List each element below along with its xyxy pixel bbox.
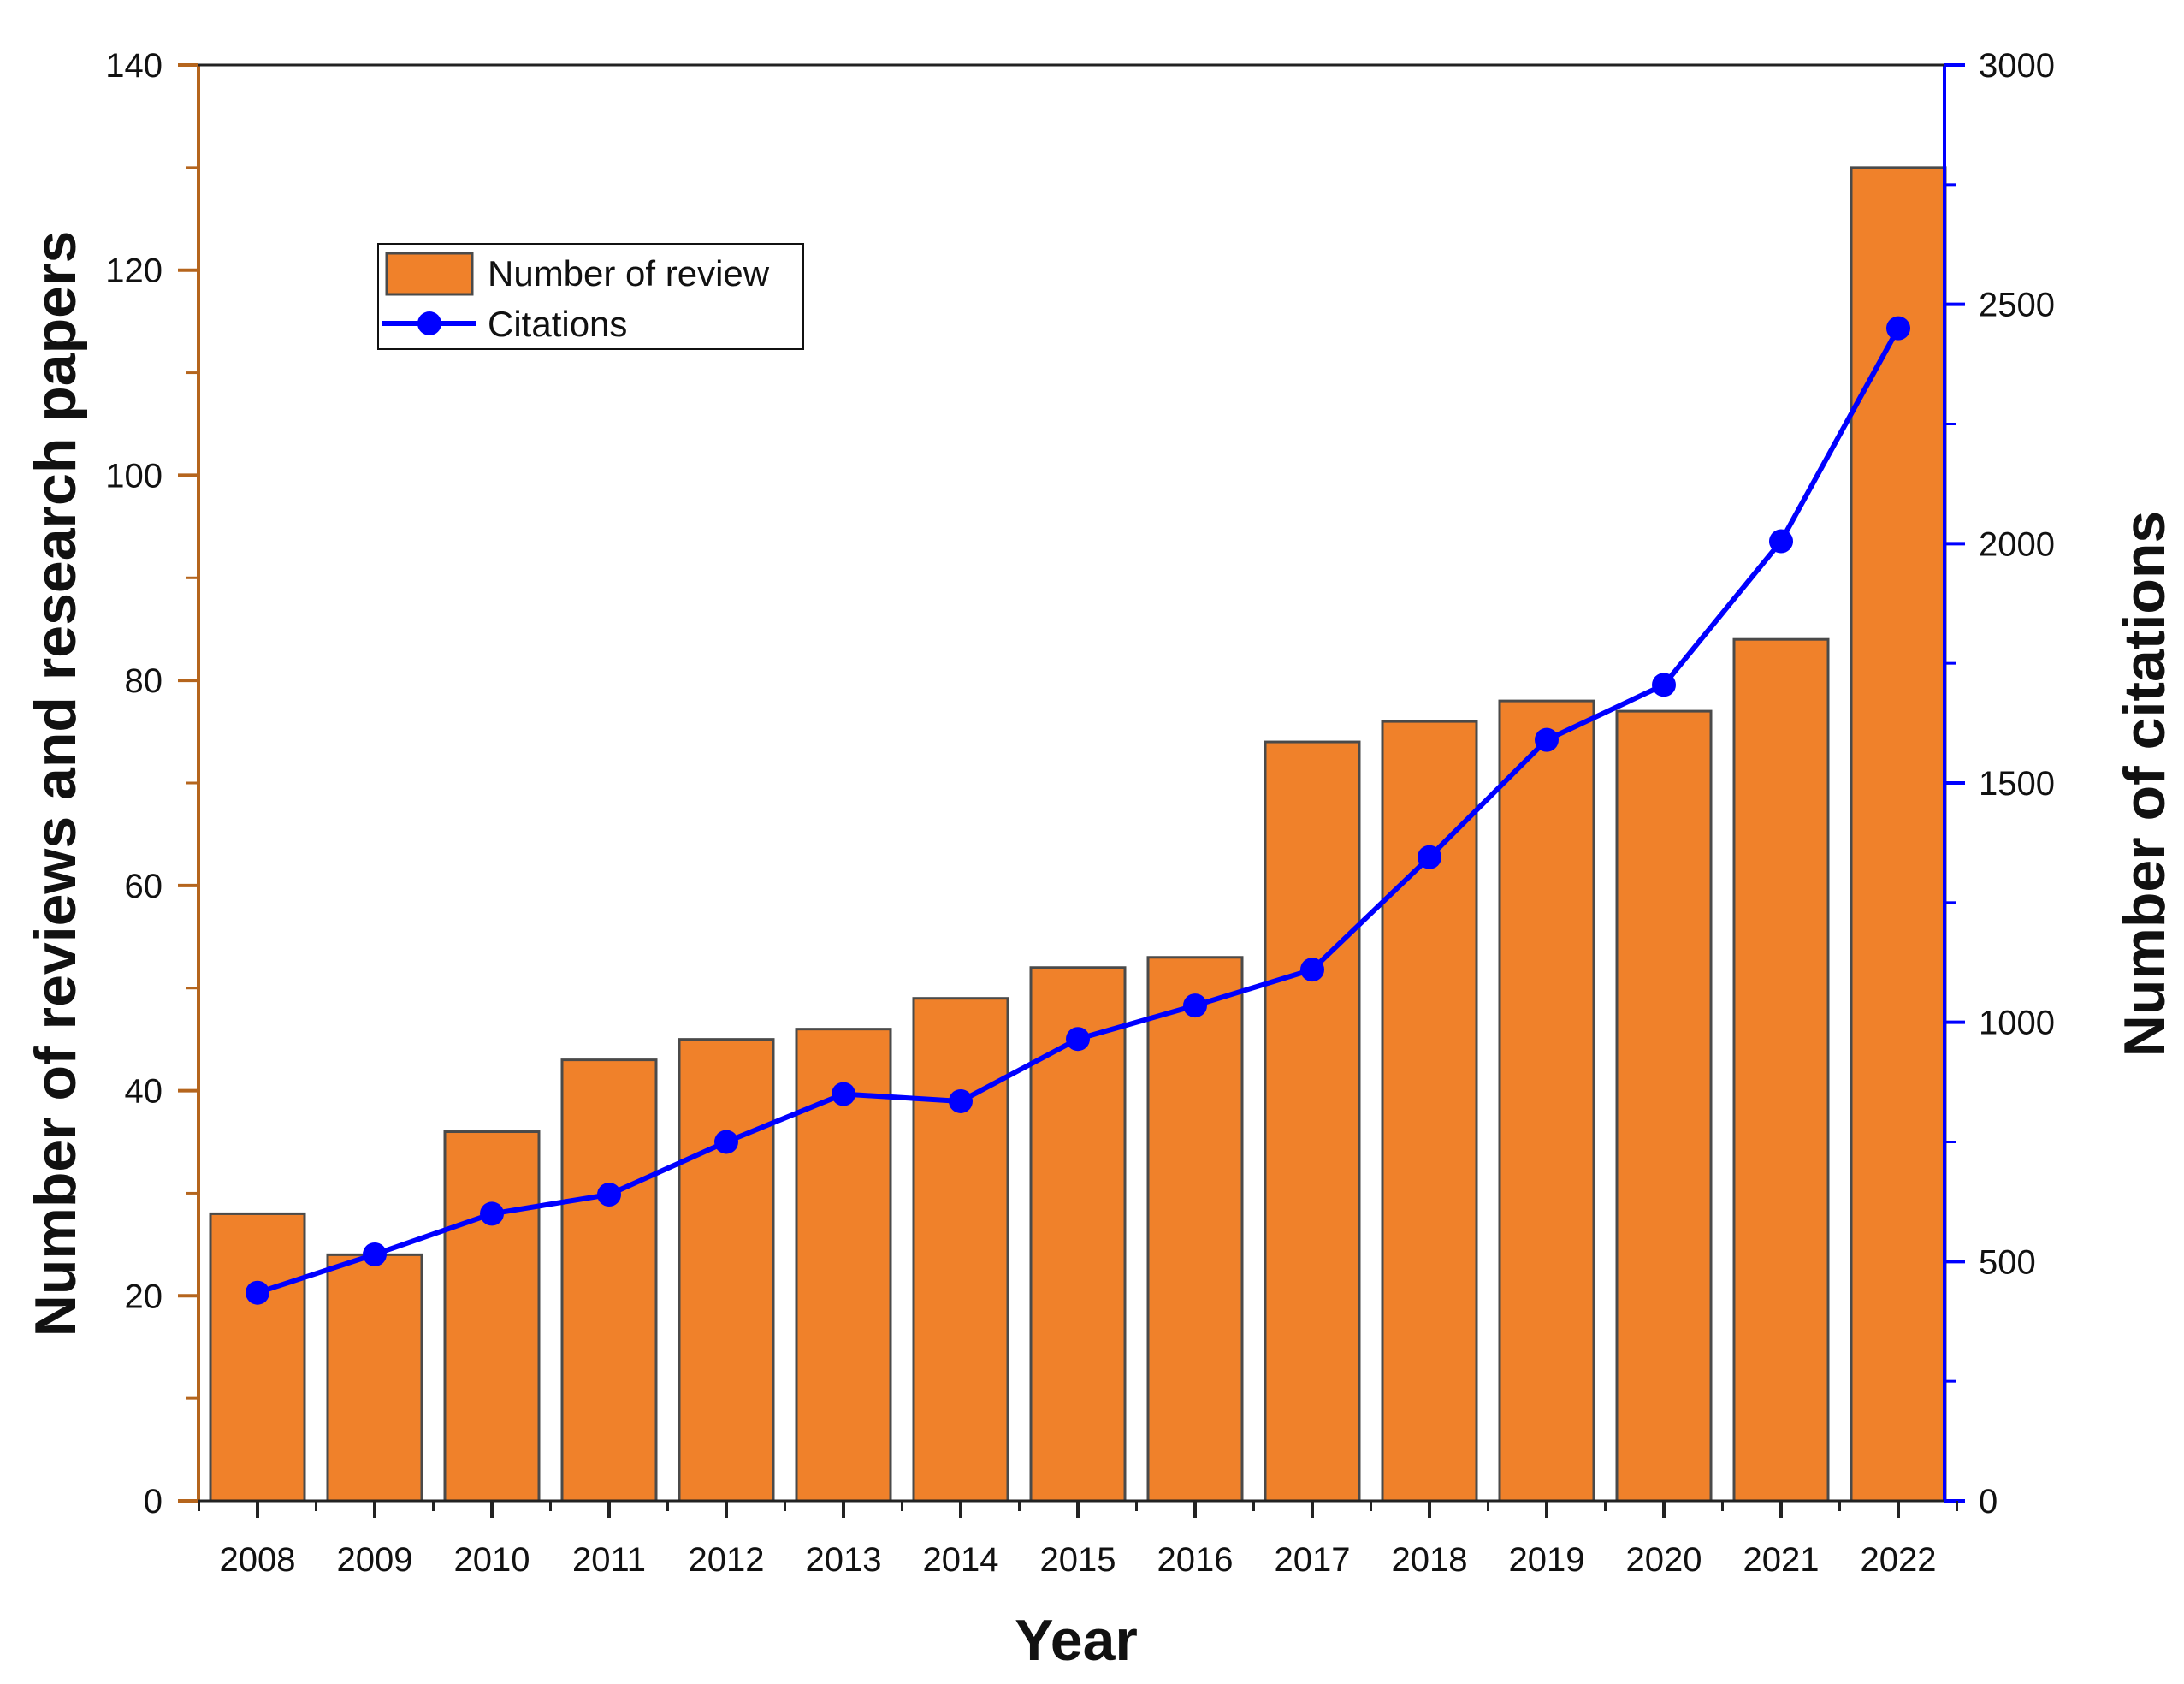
legend-bar-swatch: [385, 252, 474, 296]
x-tick-label-2020: 2020: [1626, 1541, 1702, 1579]
bar-2016: [1146, 956, 1244, 1503]
x-tick-label-2015: 2015: [1040, 1541, 1116, 1579]
bar-2009: [326, 1253, 423, 1503]
left-tick-label: 100: [105, 457, 163, 495]
left-tick-label: 40: [125, 1073, 163, 1111]
citation-point-2009: [363, 1242, 387, 1266]
bar-2020: [1615, 709, 1713, 1503]
x-tick-label-2021: 2021: [1743, 1541, 1820, 1579]
left-tick-label: 120: [105, 252, 163, 290]
citation-point-2017: [1300, 958, 1324, 982]
bars-layer: [209, 166, 1947, 1503]
right-tick-label: 3000: [1979, 47, 2055, 85]
x-tick-label-2012: 2012: [689, 1541, 765, 1579]
legend: Number of review Citations: [377, 243, 804, 350]
citation-point-2022: [1886, 316, 1910, 341]
right-tick-label: 1000: [1979, 1005, 2055, 1042]
left-tick-label: 60: [125, 868, 163, 905]
citation-point-2012: [714, 1130, 738, 1154]
right-axis-title: Number of citations: [2112, 511, 2177, 1058]
citation-point-2013: [832, 1082, 855, 1106]
citation-point-2011: [597, 1183, 621, 1207]
x-tick-label-2017: 2017: [1275, 1541, 1351, 1579]
bar-2017: [1264, 740, 1361, 1503]
citation-point-2008: [246, 1280, 269, 1305]
bar-2011: [560, 1058, 658, 1503]
citation-point-2020: [1652, 673, 1676, 697]
legend-label-reviews: Number of review: [488, 253, 770, 294]
bar-2012: [678, 1038, 775, 1503]
bar-2014: [912, 997, 1009, 1503]
left-axis-title: Number of reviews and research papers: [23, 231, 88, 1337]
legend-line-marker: [417, 311, 441, 335]
left-tick-label: 140: [105, 47, 163, 85]
citation-point-2018: [1418, 845, 1441, 869]
right-tick-label: 0: [1979, 1483, 1998, 1521]
right-tick-label: 2000: [1979, 525, 2055, 563]
legend-label-citations: Citations: [488, 304, 627, 344]
x-tick-label-2018: 2018: [1392, 1541, 1468, 1579]
labels-layer: 0 20 40 60 80 100 120 140 0 500 1000 1500 2000 2500 30…: [23, 47, 2177, 1673]
bar-2018: [1381, 720, 1478, 1503]
bar-2022: [1850, 166, 1947, 1503]
x-tick-label-2019: 2019: [1509, 1541, 1585, 1579]
citation-point-2019: [1535, 727, 1559, 752]
left-tick-label: 20: [125, 1278, 163, 1315]
x-tick-label-2010: 2010: [454, 1541, 530, 1579]
right-tick-label: 2500: [1979, 287, 2055, 324]
citations-line-layer: [246, 316, 1910, 1305]
citation-point-2014: [949, 1088, 973, 1113]
bar-2010: [443, 1130, 541, 1503]
x-tick-label-2011: 2011: [572, 1541, 646, 1579]
citation-point-2015: [1066, 1027, 1090, 1052]
x-tick-label-2013: 2013: [806, 1541, 882, 1579]
x-tick-label-2014: 2014: [923, 1541, 999, 1579]
axes-layer: [178, 63, 1965, 1518]
bar-2021: [1732, 637, 1830, 1503]
bar-2019: [1498, 699, 1595, 1503]
right-tick-label: 1500: [1979, 765, 2055, 803]
left-tick-label: 0: [144, 1483, 163, 1521]
x-tick-label-2016: 2016: [1157, 1541, 1234, 1579]
x-tick-label-2008: 2008: [220, 1541, 296, 1579]
x-tick-label-2022: 2022: [1861, 1541, 1937, 1579]
x-tick-label-2009: 2009: [337, 1541, 413, 1579]
citation-point-2010: [480, 1201, 504, 1226]
x-axis-title: Year: [1015, 1608, 1138, 1673]
bar-2008: [209, 1212, 306, 1503]
right-tick-label: 500: [1979, 1243, 2036, 1281]
left-tick-label: 80: [125, 662, 163, 700]
citation-point-2016: [1183, 993, 1207, 1018]
citation-point-2021: [1769, 529, 1793, 554]
